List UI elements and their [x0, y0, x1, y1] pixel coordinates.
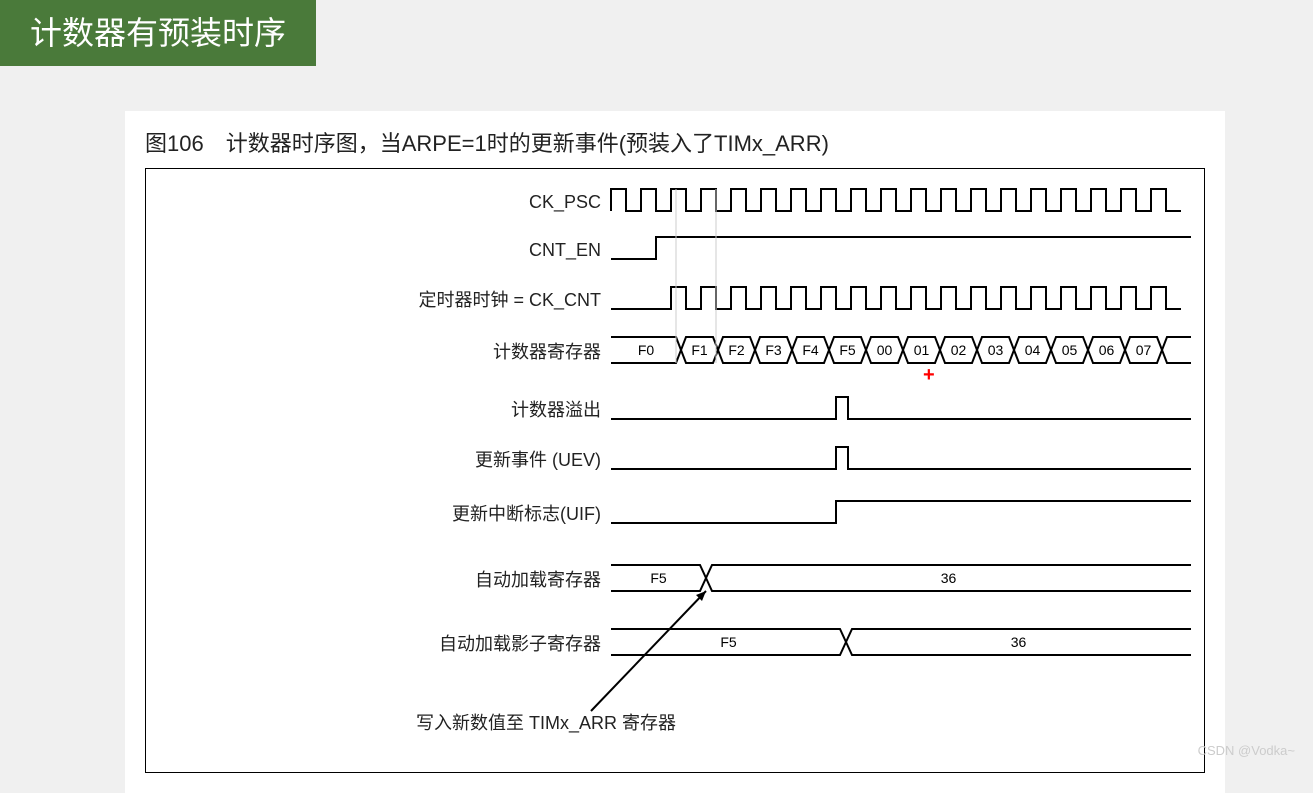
svg-text:06: 06 [1099, 342, 1115, 358]
svg-text:计数器溢出: 计数器溢出 [511, 400, 601, 420]
svg-text:F4: F4 [802, 342, 819, 358]
svg-text:36: 36 [1011, 634, 1027, 650]
svg-text:更新中断标志(UIF): 更新中断标志(UIF) [452, 504, 601, 524]
header-title: 计数器有预装时序 [30, 15, 286, 51]
svg-text:36: 36 [941, 570, 957, 586]
page-header: 计数器有预装时序 [0, 0, 316, 66]
svg-text:自动加载寄存器: 自动加载寄存器 [475, 570, 601, 590]
svg-text:F3: F3 [765, 342, 782, 358]
svg-text:00: 00 [877, 342, 893, 358]
watermark-text: CSDN @Vodka~ [1198, 743, 1295, 758]
svg-text:自动加载影子寄存器: 自动加载影子寄存器 [439, 634, 601, 654]
cursor-marker: + [923, 364, 935, 387]
svg-text:F5: F5 [720, 634, 737, 650]
svg-text:CK_PSC: CK_PSC [529, 192, 601, 213]
svg-text:07: 07 [1136, 342, 1152, 358]
svg-text:01: 01 [914, 342, 930, 358]
figure-caption: 图106 计数器时序图，当ARPE=1时的更新事件(预装入了TIMx_ARR) [145, 126, 1205, 158]
timing-diagram: CK_PSC CNT_EN 定时器时钟 = CK_CNT 计数器寄存器 F0 F1 F2 F3… [145, 168, 1205, 773]
content-panel: 图106 计数器时序图，当ARPE=1时的更新事件(预装入了TIMx_ARR) … [125, 111, 1225, 793]
svg-text:05: 05 [1062, 342, 1078, 358]
svg-text:计数器寄存器: 计数器寄存器 [493, 342, 601, 362]
svg-text:CNT_EN: CNT_EN [529, 240, 601, 261]
svg-text:写入新数值至 TIMx_ARR 寄存器: 写入新数值至 TIMx_ARR 寄存器 [416, 713, 676, 734]
timing-svg: CK_PSC CNT_EN 定时器时钟 = CK_CNT 计数器寄存器 F0 F1 F2 F3… [146, 169, 1204, 774]
svg-text:F0: F0 [638, 342, 655, 358]
svg-text:更新事件 (UEV): 更新事件 (UEV) [475, 450, 601, 470]
svg-text:F5: F5 [839, 342, 856, 358]
svg-text:03: 03 [988, 342, 1004, 358]
svg-text:定时器时钟 = CK_CNT: 定时器时钟 = CK_CNT [418, 290, 601, 311]
svg-text:F1: F1 [691, 342, 708, 358]
svg-text:02: 02 [951, 342, 967, 358]
svg-text:F2: F2 [728, 342, 745, 358]
svg-text:F5: F5 [650, 570, 667, 586]
svg-text:04: 04 [1025, 342, 1041, 358]
